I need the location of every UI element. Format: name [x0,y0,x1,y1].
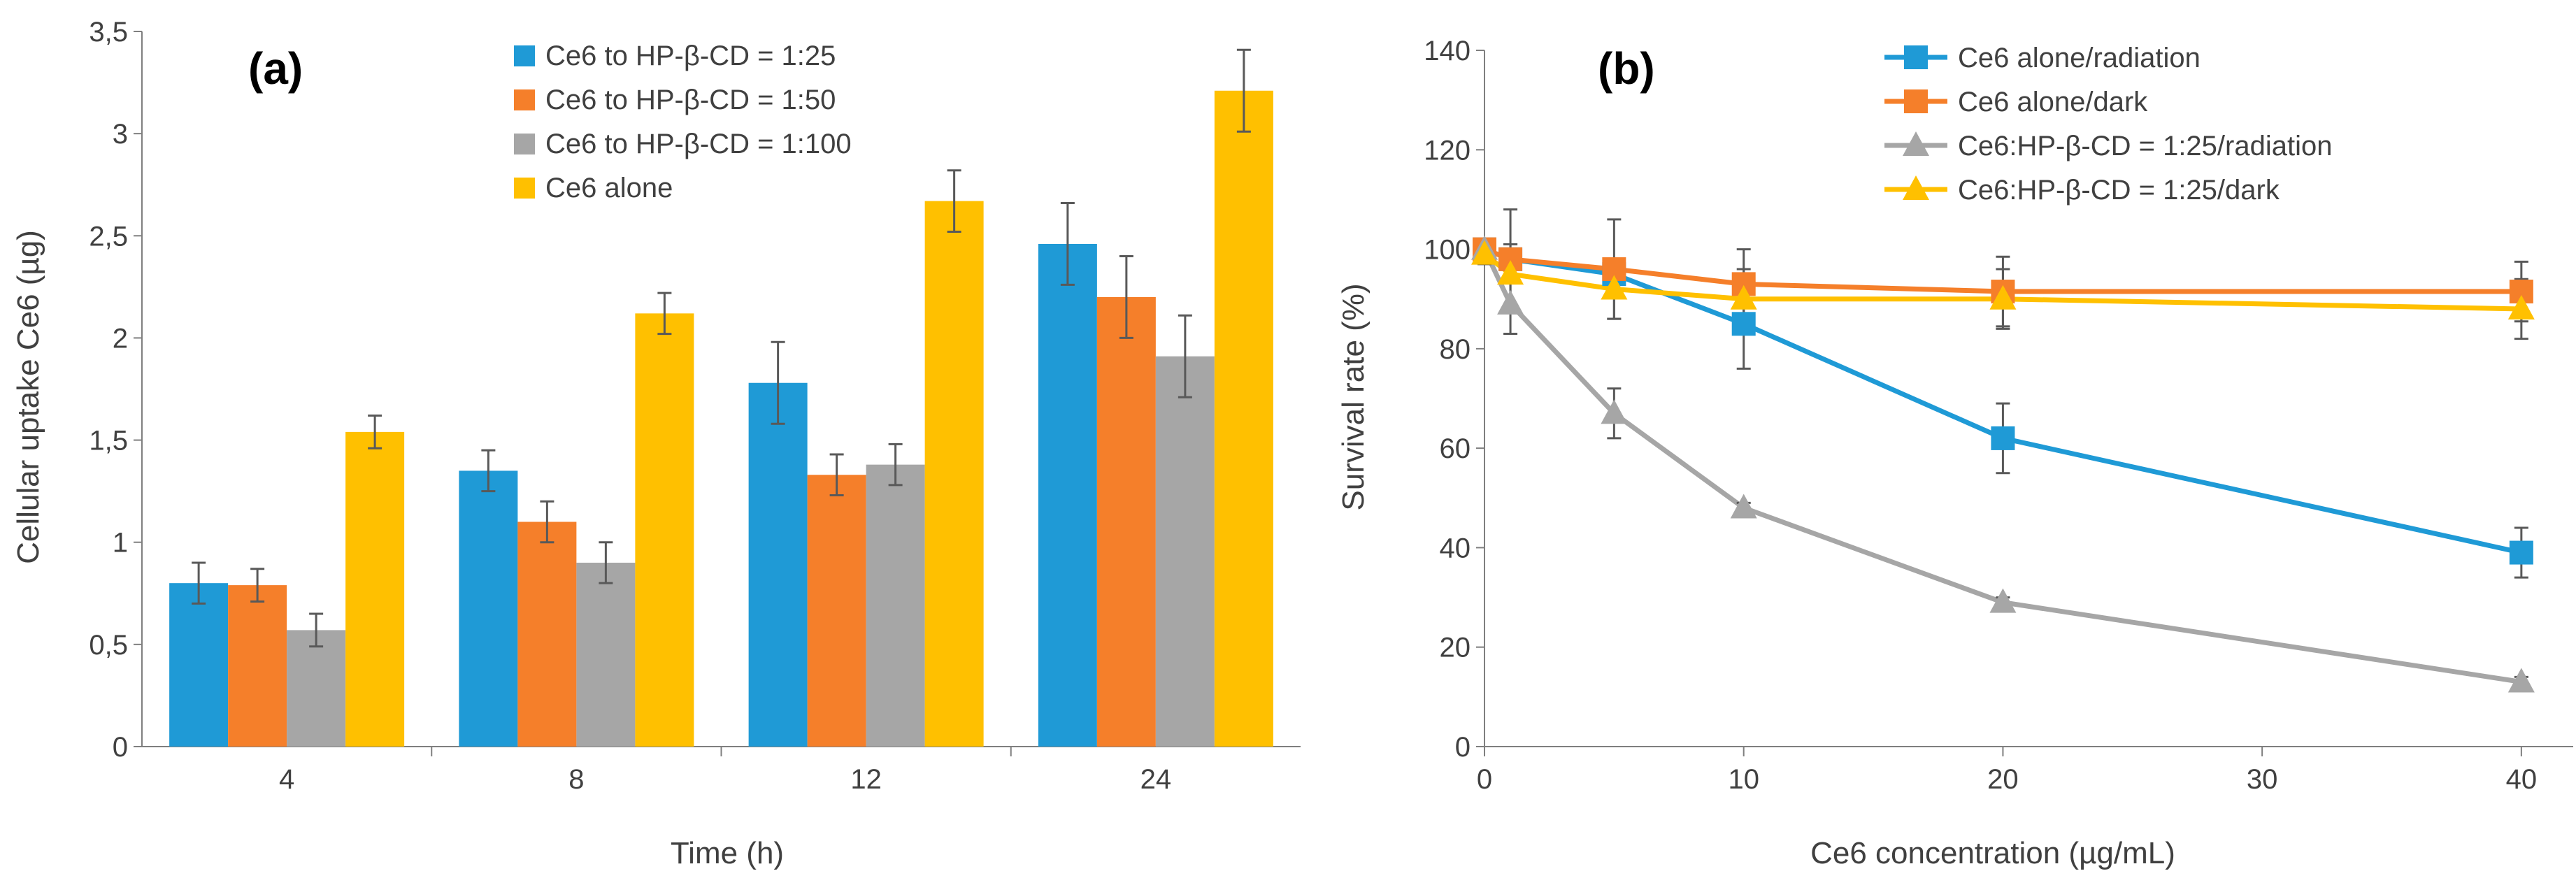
panel-b-x-tick-label: 20 [1987,764,2019,795]
panel-b-y-tick-label: 120 [1424,135,1471,166]
panel-a-bars [169,90,1273,747]
panel-a-bar [459,470,518,747]
panel-b-markers [1471,235,2535,693]
panel-b-data-point [1731,312,1756,336]
panel-a-bar [635,313,694,747]
panel-a-y-tick-label: 1,5 [89,426,128,456]
panel-b-y-tick-label: 140 [1424,36,1471,66]
panel-a-y-tick-label: 0,5 [89,630,128,661]
panel-b-series-line [1482,248,2522,684]
panel-a-y-tick-label: 2 [113,323,128,354]
panel-a-y-tick-label: 3,5 [89,17,128,48]
panel-b-data-point [1497,260,1524,285]
panel-b-ticks: 0 20 40 60 80 100 120 140 0 10 20 30 40 [1424,36,2537,795]
panel-a-x-axis-title: Time (h) [671,836,784,870]
panel-a-legend-swatch [514,134,535,154]
panel-b-legend-marker [1903,131,1929,156]
panel-b-line-chart: (b) 0 20 40 60 80 100 120 140 0 10 20 30 40 Ce6 conc… [1336,36,2573,870]
panel-b-legend-label: Ce6 alone/dark [1958,87,2148,117]
panel-b-data-point [1730,494,1757,519]
panel-b-axes [1476,50,2573,756]
panel-b-x-axis-title: Ce6 concentration (µg/mL) [1810,836,2175,870]
panel-a-legend-swatch [514,89,535,110]
panel-a-x-tick-label: 12 [850,764,882,795]
panel-a-label: (a) [248,43,303,94]
panel-a-legend-label: Ce6 to HP-β-CD = 1:50 [545,85,836,115]
panel-b-x-tick-label: 10 [1728,764,1759,795]
panel-a-y-tick-label: 3 [113,119,128,150]
panel-b-legend: Ce6 alone/radiation Ce6 alone/dark Ce6:HP-… [1884,43,2332,206]
panel-b-data-point [1497,289,1524,315]
panel-b-legend-marker [1903,175,1929,200]
panel-b-legend-marker [1904,45,1928,69]
panel-b-x-tick-label: 40 [2506,764,2538,795]
panel-a-bar [807,475,866,747]
panel-b-y-axis-title: Survival rate (%) [1336,283,1371,510]
panel-b-data-point [1471,240,1498,265]
panel-a-ticks: 0 0,5 1 1,5 2 2,5 3 3,5 4 8 12 24 [89,17,1171,795]
panel-a-x-tick-label: 4 [279,764,294,795]
panel-a-bar [866,464,925,747]
panel-a-x-tick-label: 8 [568,764,584,795]
panel-b-data-point [2507,294,2535,319]
panel-a-bar [576,562,636,747]
panel-a-bar [1096,296,1156,747]
panel-b-y-tick-label: 80 [1440,334,1471,365]
panel-b-data-point [1601,399,1628,424]
panel-a-y-tick-label: 1 [113,528,128,559]
panel-a-bar [748,382,808,747]
panel-b-x-tick-label: 0 [1477,764,1492,795]
panel-a-bar [228,585,287,747]
panel-a-legend-label: Ce6 to HP-β-CD = 1:100 [545,129,852,159]
panel-b-legend-marker [1904,89,1928,113]
panel-b-label: (b) [1598,43,1655,94]
panel-a-bar [169,583,229,747]
panel-a-legend-swatch [514,178,535,199]
panel-a-legend-label: Ce6 to HP-β-CD = 1:25 [545,41,836,71]
panel-b-data-point [1730,285,1757,310]
panel-b-y-tick-label: 20 [1440,633,1471,663]
panel-b-x-tick-label: 30 [2247,764,2278,795]
panel-a-bar [287,630,346,747]
panel-a-x-tick-label: 24 [1140,764,1172,795]
panel-b-y-tick-label: 0 [1455,732,1471,763]
panel-b-data-point [2507,668,2535,693]
panel-b-data-point [1601,275,1628,300]
panel-b-legend-label: Ce6:HP-β-CD = 1:25/dark [1958,175,2280,206]
panel-b-data-point [2509,540,2533,565]
panel-b-y-tick-label: 60 [1440,433,1471,464]
panel-b-legend-label: Ce6:HP-β-CD = 1:25/radiation [1958,131,2332,161]
panel-a-bar-chart: (a) 0 0,5 1 1,5 2 2,5 3 3,5 4 8 12 24 Time (h) Cell… [11,17,1301,870]
panel-a-y-tick-label: 0 [113,732,128,763]
panel-a-bar [1038,243,1097,747]
panel-b-data-point [1989,588,2017,613]
panel-a-legend-label: Ce6 alone [545,173,673,203]
panel-a-y-axis-title: Cellular uptake Ce6 (µg) [11,230,45,564]
panel-a-bar [1155,356,1215,747]
panel-a-legend: Ce6 to HP-β-CD = 1:25 Ce6 to HP-β-CD = 1:… [514,41,852,203]
panel-a-bar [1214,90,1273,747]
panel-b-data-point [1991,426,2015,450]
panel-b-data-point [1989,285,2017,310]
panel-a-legend-swatch [514,45,535,66]
panel-a-y-tick-label: 2,5 [89,221,128,252]
panel-b-y-tick-label: 40 [1440,533,1471,563]
panel-b-legend-label: Ce6 alone/radiation [1958,43,2201,73]
panel-a-error-bars [192,48,1251,648]
panel-a-bar [517,521,577,747]
panel-b-y-tick-label: 100 [1424,235,1471,266]
panel-a-bar [924,201,984,747]
panel-a-bar [345,431,405,747]
